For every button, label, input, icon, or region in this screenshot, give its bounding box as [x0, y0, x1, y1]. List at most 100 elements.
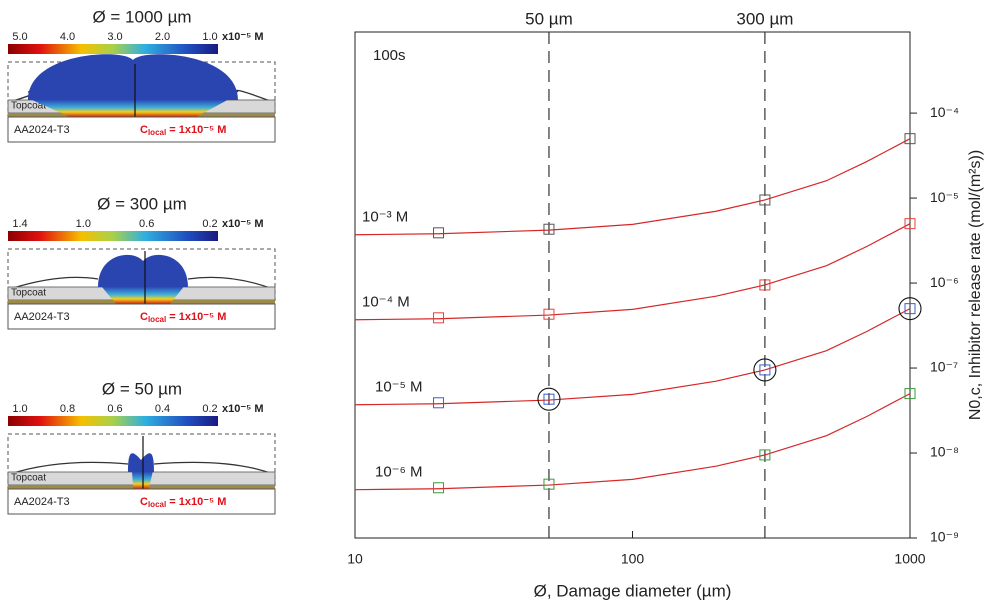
colorbar-unit: x10⁻⁵ M: [222, 218, 264, 230]
concentration-annotation: Clocal = 1x10⁻⁵ M: [140, 124, 226, 137]
colorbar: [8, 416, 218, 426]
data-point: [759, 194, 771, 206]
colorbar-tick-label: 1.0: [12, 403, 27, 415]
y-tick-label: 10⁻⁹: [930, 529, 959, 545]
reference-label: 50 µm: [525, 9, 573, 28]
annotation-value: = 1x10⁻⁵ M: [166, 496, 226, 508]
panel: Ø = 300 µm 1.4 1.0 0.6 0.2 x10⁻⁵ M Topcoat AA20…: [7, 194, 276, 330]
colorbar: [8, 231, 218, 241]
highlight-circle: [537, 387, 561, 411]
colorbar-tick-label: 3.0: [107, 31, 122, 43]
data-point: [904, 303, 916, 315]
y-tick-label: 10⁻⁸: [930, 444, 959, 460]
series-label: 10⁻⁶ M: [375, 464, 422, 481]
x-axis-label: Ø, Damage diameter (µm): [534, 581, 732, 600]
y-tick-label: 10⁻⁴: [930, 104, 959, 120]
colorbar-tick-label: 2.0: [155, 31, 170, 43]
colorbar-tick-label: 0.2: [202, 403, 217, 415]
chart: 10 100 1000 10⁻⁹ 10⁻⁸ 10⁻⁷ 10⁻⁶ 10⁻⁵ 10⁻⁴ Ø, Dama…: [347, 9, 984, 600]
highlight-circle: [753, 358, 777, 382]
colorbar: [8, 44, 218, 54]
fit-curve: [354, 308, 911, 406]
colorbar-unit: x10⁻⁵ M: [222, 403, 264, 415]
substrate: [7, 116, 276, 143]
annotation: 100s: [373, 47, 406, 64]
series-label: 10⁻⁵ M: [375, 379, 422, 396]
data-point: [433, 482, 445, 494]
topcoat-label: Topcoat: [11, 473, 46, 484]
coating-outline: [9, 276, 274, 290]
colorbar-tick-label: 1.0: [202, 31, 217, 43]
concentration-annotation: Clocal = 1x10⁻⁵ M: [140, 496, 226, 509]
substrate-label: AA2024-T3: [14, 311, 70, 323]
colorbar-tick-label: 0.8: [60, 403, 75, 415]
annotation-symbol: C: [140, 311, 148, 323]
panel-title: Ø = 1000 µm: [92, 7, 191, 26]
pit: [132, 472, 153, 489]
y-axis-label: N0,c, Inhibitor release rate (mol/(m²s)): [967, 150, 984, 420]
x-tick-label: 10: [347, 551, 363, 567]
data-point: [543, 393, 555, 405]
data-point: [433, 397, 445, 409]
colorbar-tick-label: 0.6: [139, 218, 154, 230]
data-point: [433, 312, 445, 324]
data-point: [904, 133, 916, 145]
data-point: [904, 218, 916, 230]
plume: [98, 254, 188, 287]
y-tick-label: 10⁻⁶: [930, 274, 959, 290]
panel: Ø = 1000 µm 5.0 4.0 3.0 2.0 1.0 x10⁻⁵ M Topcoat…: [7, 7, 276, 143]
data-point: [543, 478, 555, 490]
colorbar-tick-label: 4.0: [60, 31, 75, 43]
colorbar-tick-label: 0.2: [202, 218, 217, 230]
colorbar-tick-label: 5.0: [12, 31, 27, 43]
plume: [128, 453, 154, 472]
colorbar-tick-label: 1.0: [76, 218, 91, 230]
panel-title: Ø = 300 µm: [97, 194, 187, 213]
x-tick-label: 1000: [894, 551, 925, 567]
fit-curve: [354, 138, 911, 236]
annotation-subscript: local: [148, 500, 166, 509]
substrate-label: AA2024-T3: [14, 496, 70, 508]
colorbar-tick-label: 1.4: [12, 218, 27, 230]
colorbar-tick-label: 0.4: [155, 403, 170, 415]
x-tick-label: 100: [621, 551, 645, 567]
annotation-subscript: local: [148, 128, 166, 137]
panel-title: Ø = 50 µm: [102, 379, 182, 398]
pit: [32, 100, 228, 117]
concentration-annotation: Clocal = 1x10⁻⁵ M: [140, 311, 226, 324]
data-point: [759, 279, 771, 291]
data-point: [543, 308, 555, 320]
data-point: [904, 388, 916, 400]
colorbar-tick-label: 0.6: [107, 403, 122, 415]
data-point: [543, 223, 555, 235]
y-tick-label: 10⁻⁵: [930, 189, 959, 205]
reference-label: 300 µm: [736, 9, 793, 28]
topcoat-label: Topcoat: [11, 101, 46, 112]
pit: [102, 287, 184, 304]
colorbar-unit: x10⁻⁵ M: [222, 31, 264, 43]
series-label: 10⁻³ M: [362, 209, 408, 226]
annotation-symbol: C: [140, 496, 148, 508]
annotation-value: = 1x10⁻⁵ M: [166, 124, 226, 136]
topcoat-label: Topcoat: [11, 288, 46, 299]
substrate: [7, 303, 276, 330]
highlight-circle: [898, 297, 922, 321]
data-point: [433, 227, 445, 239]
annotation-value: = 1x10⁻⁵ M: [166, 311, 226, 323]
y-tick-label: 10⁻⁷: [930, 359, 958, 375]
series-label: 10⁻⁴ M: [362, 294, 410, 311]
annotation-symbol: C: [140, 124, 148, 136]
data-point: [759, 364, 771, 376]
substrate-label: AA2024-T3: [14, 124, 70, 136]
panel: Ø = 50 µm 1.0 0.8 0.6 0.4 0.2 x10⁻⁵ M Topcoat AA…: [7, 379, 276, 515]
plot-frame: [354, 31, 911, 539]
plume: [28, 54, 238, 100]
coating-outline: [9, 461, 274, 475]
annotation-subscript: local: [148, 315, 166, 324]
fit-curve: [354, 393, 911, 491]
substrate: [7, 488, 276, 515]
panels: Ø = 1000 µm 5.0 4.0 3.0 2.0 1.0 x10⁻⁵ M Topcoat…: [7, 7, 276, 515]
data-point: [759, 449, 771, 461]
fit-curve: [354, 223, 911, 321]
